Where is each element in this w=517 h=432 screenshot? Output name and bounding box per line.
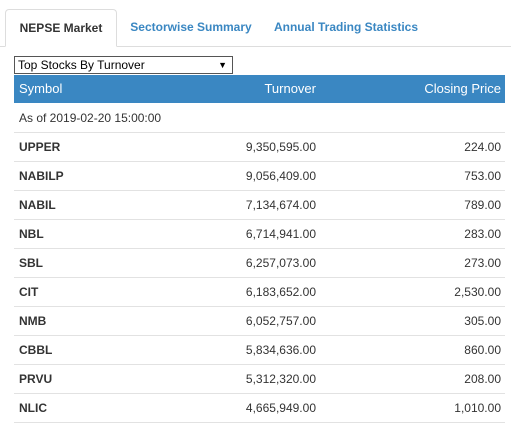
cell-symbol: NBL [19,227,44,241]
dropdown-arrow-icon: ▼ [218,60,227,70]
cell-closing-price: 1,010.00 [454,401,501,415]
table-header: Symbol Turnover Closing Price [14,75,505,103]
cell-closing-price: 753.00 [464,169,501,183]
cell-turnover: 4,665,949.00 [245,401,316,415]
cell-turnover: 6,183,652.00 [245,285,316,299]
header-symbol: Symbol [19,81,63,96]
table-row: NABILP 9,056,409.00 753.00 [14,162,505,191]
cell-closing-price: 305.00 [464,314,501,328]
cell-turnover: 7,134,674.00 [245,198,316,212]
cell-turnover: 6,714,941.00 [245,227,316,241]
cell-closing-price: 2,530.00 [454,285,501,299]
cell-turnover: 5,312,320.00 [245,372,316,386]
header-turnover: Turnover [264,81,316,96]
cell-closing-price: 224.00 [464,140,501,154]
cell-turnover: 5,834,636.00 [245,343,316,357]
cell-symbol: UPPER [19,140,61,154]
cell-turnover: 6,052,757.00 [245,314,316,328]
tab-nepse-market[interactable]: NEPSE Market [5,9,117,47]
top-stocks-table: Symbol Turnover Closing Price As of 2019… [14,75,505,423]
table-row: CBBL 5,834,636.00 860.00 [14,336,505,365]
as-of-timestamp: As of 2019-02-20 15:00:00 [14,103,505,133]
table-row: NMB 6,052,757.00 305.00 [14,307,505,336]
header-closing-price: Closing Price [424,81,501,96]
table-row: CIT 6,183,652.00 2,530.00 [14,278,505,307]
cell-symbol: PRVU [19,372,53,386]
cell-closing-price: 208.00 [464,372,501,386]
cell-closing-price: 789.00 [464,198,501,212]
tab-sectorwise-summary[interactable]: Sectorwise Summary [130,20,252,34]
stocks-filter-value: Top Stocks By Turnover [18,58,145,72]
cell-closing-price: 283.00 [464,227,501,241]
cell-symbol: NLIC [19,401,47,415]
table-row: UPPER 9,350,595.00 224.00 [14,133,505,162]
tab-bar: NEPSE Market Sectorwise Summary Annual T… [0,0,517,47]
table-row: NABIL 7,134,674.00 789.00 [14,191,505,220]
tab-divider [0,46,511,47]
cell-symbol: NABIL [19,198,56,212]
cell-symbol: CIT [19,285,39,299]
cell-closing-price: 273.00 [464,256,501,270]
stocks-filter-select[interactable]: Top Stocks By Turnover ▼ [14,56,233,74]
tab-annual-trading-statistics[interactable]: Annual Trading Statistics [273,20,419,34]
table-row: NLIC 4,665,949.00 1,010.00 [14,394,505,423]
cell-closing-price: 860.00 [464,343,501,357]
table-row: SBL 6,257,073.00 273.00 [14,249,505,278]
table-row: NBL 6,714,941.00 283.00 [14,220,505,249]
cell-symbol: CBBL [19,343,53,357]
table-row: PRVU 5,312,320.00 208.00 [14,365,505,394]
cell-symbol: NABILP [19,169,64,183]
cell-symbol: SBL [19,256,43,270]
cell-turnover: 6,257,073.00 [245,256,316,270]
cell-turnover: 9,056,409.00 [245,169,316,183]
cell-symbol: NMB [19,314,47,328]
cell-turnover: 9,350,595.00 [245,140,316,154]
